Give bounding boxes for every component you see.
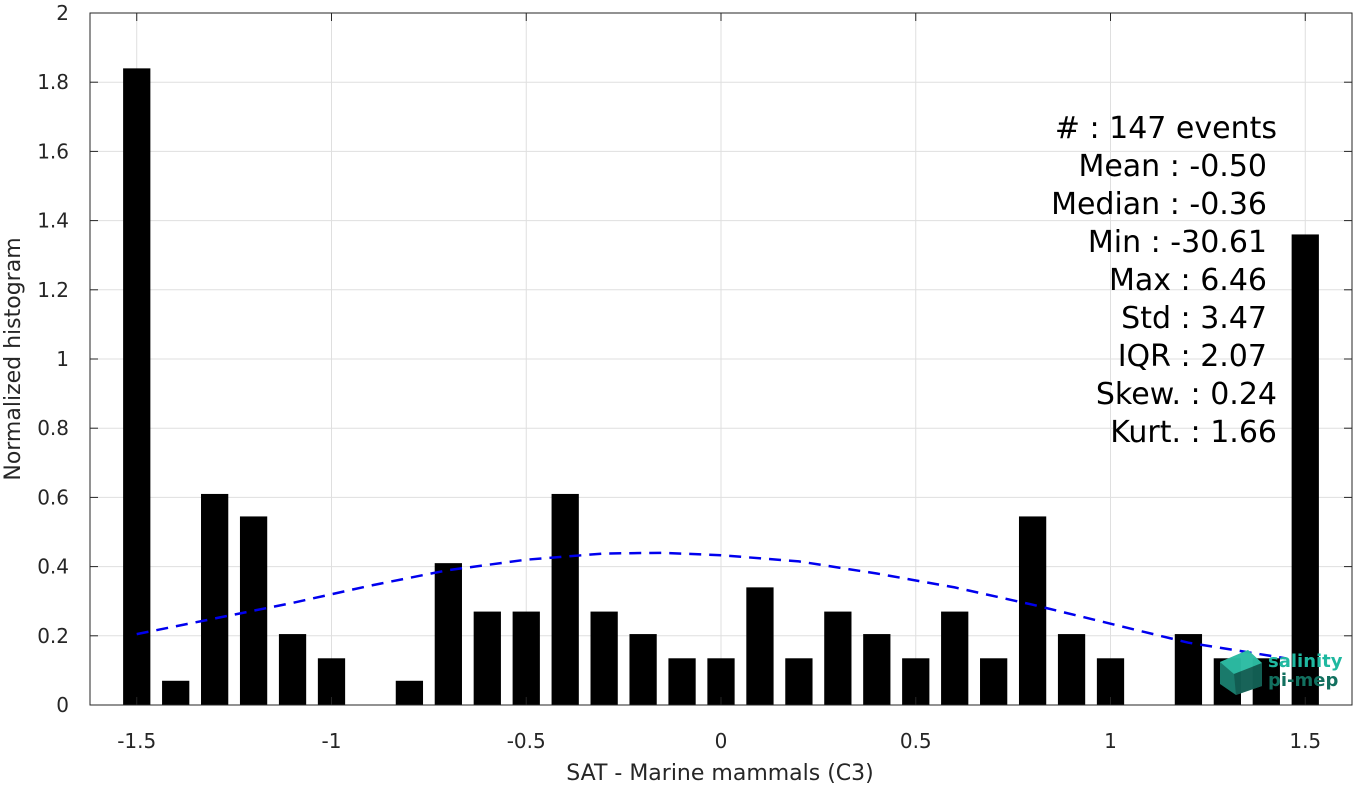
y-tick-label: 0.2: [37, 624, 69, 648]
normal-fit-curve: [136, 551, 1286, 660]
y-axis-title: Normalized histogram: [1, 237, 26, 480]
histogram-bar: [1057, 634, 1086, 705]
x-tick-label: 0: [715, 729, 728, 753]
histogram-bar: [123, 68, 151, 706]
x-axis-title: SAT - Marine mammals (C3): [566, 761, 874, 785]
stats-line: Skew. : 0.24: [1096, 377, 1277, 412]
logo-line-1: salinity: [1268, 651, 1343, 672]
stats-line: Min : -30.61: [1088, 225, 1267, 260]
histogram-bar: [785, 658, 813, 705]
y-tick-label: 1.8: [37, 70, 69, 94]
histogram-bar: [512, 611, 540, 705]
histogram-bars: [123, 68, 1319, 706]
histogram-bar: [551, 493, 579, 705]
histogram-bar: [395, 680, 424, 705]
stats-line: Kurt. : 1.66: [1110, 415, 1277, 450]
histogram-bar: [1291, 234, 1319, 705]
x-tick-label: 1.5: [1289, 729, 1321, 753]
stats-line: Max : 6.46: [1109, 263, 1267, 298]
x-tick-label: 0.5: [900, 729, 932, 753]
histogram-bar: [434, 563, 462, 705]
stats-line: # : 147 events: [1055, 111, 1277, 146]
y-tick-label: 1: [56, 347, 69, 371]
histogram-bar: [1174, 634, 1203, 705]
histogram-bar: [473, 611, 501, 705]
y-tick-label: 0: [56, 693, 69, 717]
histogram-bar: [590, 611, 618, 705]
stats-line: Median : -0.36: [1051, 187, 1267, 222]
histogram-bar: [239, 516, 268, 705]
histogram-bar: [863, 634, 891, 705]
stats-line: IQR : 2.07: [1118, 339, 1267, 374]
histogram-bar: [201, 493, 229, 705]
y-tick-label: 0.4: [37, 555, 69, 579]
histogram-bar: [278, 634, 307, 705]
y-tick-label: 1.4: [37, 209, 69, 233]
y-tick-label: 0.6: [37, 485, 69, 509]
y-tick-label: 1.6: [37, 139, 69, 163]
histogram-bar: [941, 611, 969, 705]
histogram-bar: [1018, 516, 1047, 705]
logo-line-2: pi-mep: [1268, 670, 1338, 691]
salinity-pi-mep-logo: salinity pi-mep: [1220, 650, 1343, 695]
y-tick-label: 2: [56, 1, 69, 25]
histogram-bar: [668, 658, 696, 705]
histogram-bar: [162, 680, 190, 705]
histogram-bar: [629, 634, 657, 705]
x-tick-label: 1: [1104, 729, 1117, 753]
y-tick-label: 1.2: [37, 278, 69, 302]
y-tick-label: 0.8: [37, 416, 69, 440]
cube-logo-icon: [1220, 650, 1262, 695]
y-axis-ticks: 0 0.2 0.4 0.6 0.8 1 1.2 1.4 1.6 1.8 2: [37, 1, 1352, 717]
x-axis-ticks: -1.5 -1 -0.5 0 0.5 1 1.5: [117, 13, 1321, 753]
stats-line: Mean : -0.50: [1078, 149, 1267, 184]
histogram-bar: [980, 658, 1008, 705]
x-tick-label: -1.5: [117, 729, 156, 753]
x-tick-label: -0.5: [507, 729, 546, 753]
x-tick-label: -1: [322, 729, 342, 753]
histogram-bar: [824, 611, 852, 705]
histogram-bar: [746, 587, 774, 705]
stats-line: Std : 3.47: [1121, 301, 1267, 336]
